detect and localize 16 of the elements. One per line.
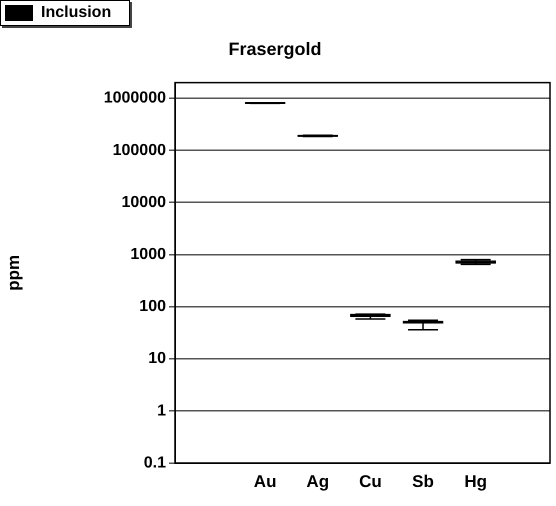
y-tick-label: 1000000 — [104, 90, 166, 107]
y-tick-label: 100 — [139, 298, 166, 316]
legend-label: Inclusion — [41, 4, 112, 22]
y-tick-label: 0.1 — [144, 454, 166, 472]
y-axis-title: ppm — [4, 254, 23, 291]
y-tick-label: 1 — [157, 402, 166, 420]
x-tick-label: Cu — [359, 472, 382, 491]
y-tick-label: 100000 — [112, 142, 166, 159]
y-tick-label: 10000 — [122, 194, 166, 211]
y-tick-label: 1000 — [130, 246, 166, 263]
x-tick-label: Hg — [464, 472, 487, 491]
x-tick-label: Sb — [412, 472, 434, 491]
x-tick-label: Ag — [306, 472, 330, 491]
chart-title: Frasergold — [228, 38, 322, 59]
y-tick-label: 10 — [148, 350, 166, 368]
x-tick-label: Au — [254, 472, 276, 491]
